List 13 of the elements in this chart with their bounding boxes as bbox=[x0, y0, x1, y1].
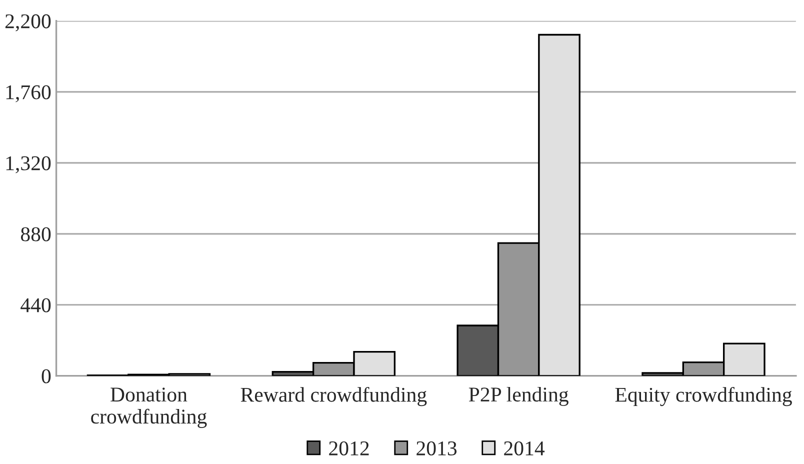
legend-label: 2014 bbox=[504, 441, 545, 456]
y-tick-label: 440 bbox=[20, 298, 51, 312]
legend-label: 2012 bbox=[329, 441, 369, 456]
y-tick-label: 1,760 bbox=[6, 85, 51, 102]
x-tick-label: Equity crowdfunding bbox=[615, 386, 792, 406]
y-tick-label: 0 bbox=[42, 369, 51, 384]
y-tick-label: 1,320 bbox=[6, 156, 51, 174]
x-tick-label: Donation crowdfunding bbox=[91, 388, 207, 428]
y-tick-label: 880 bbox=[20, 227, 51, 242]
x-tick-label: Reward crowdfunding bbox=[240, 386, 427, 406]
y-tick-label: 2,200 bbox=[5, 14, 51, 32]
legend-label: 2013 bbox=[416, 441, 457, 456]
x-tick-label: P2P lending bbox=[468, 386, 568, 406]
